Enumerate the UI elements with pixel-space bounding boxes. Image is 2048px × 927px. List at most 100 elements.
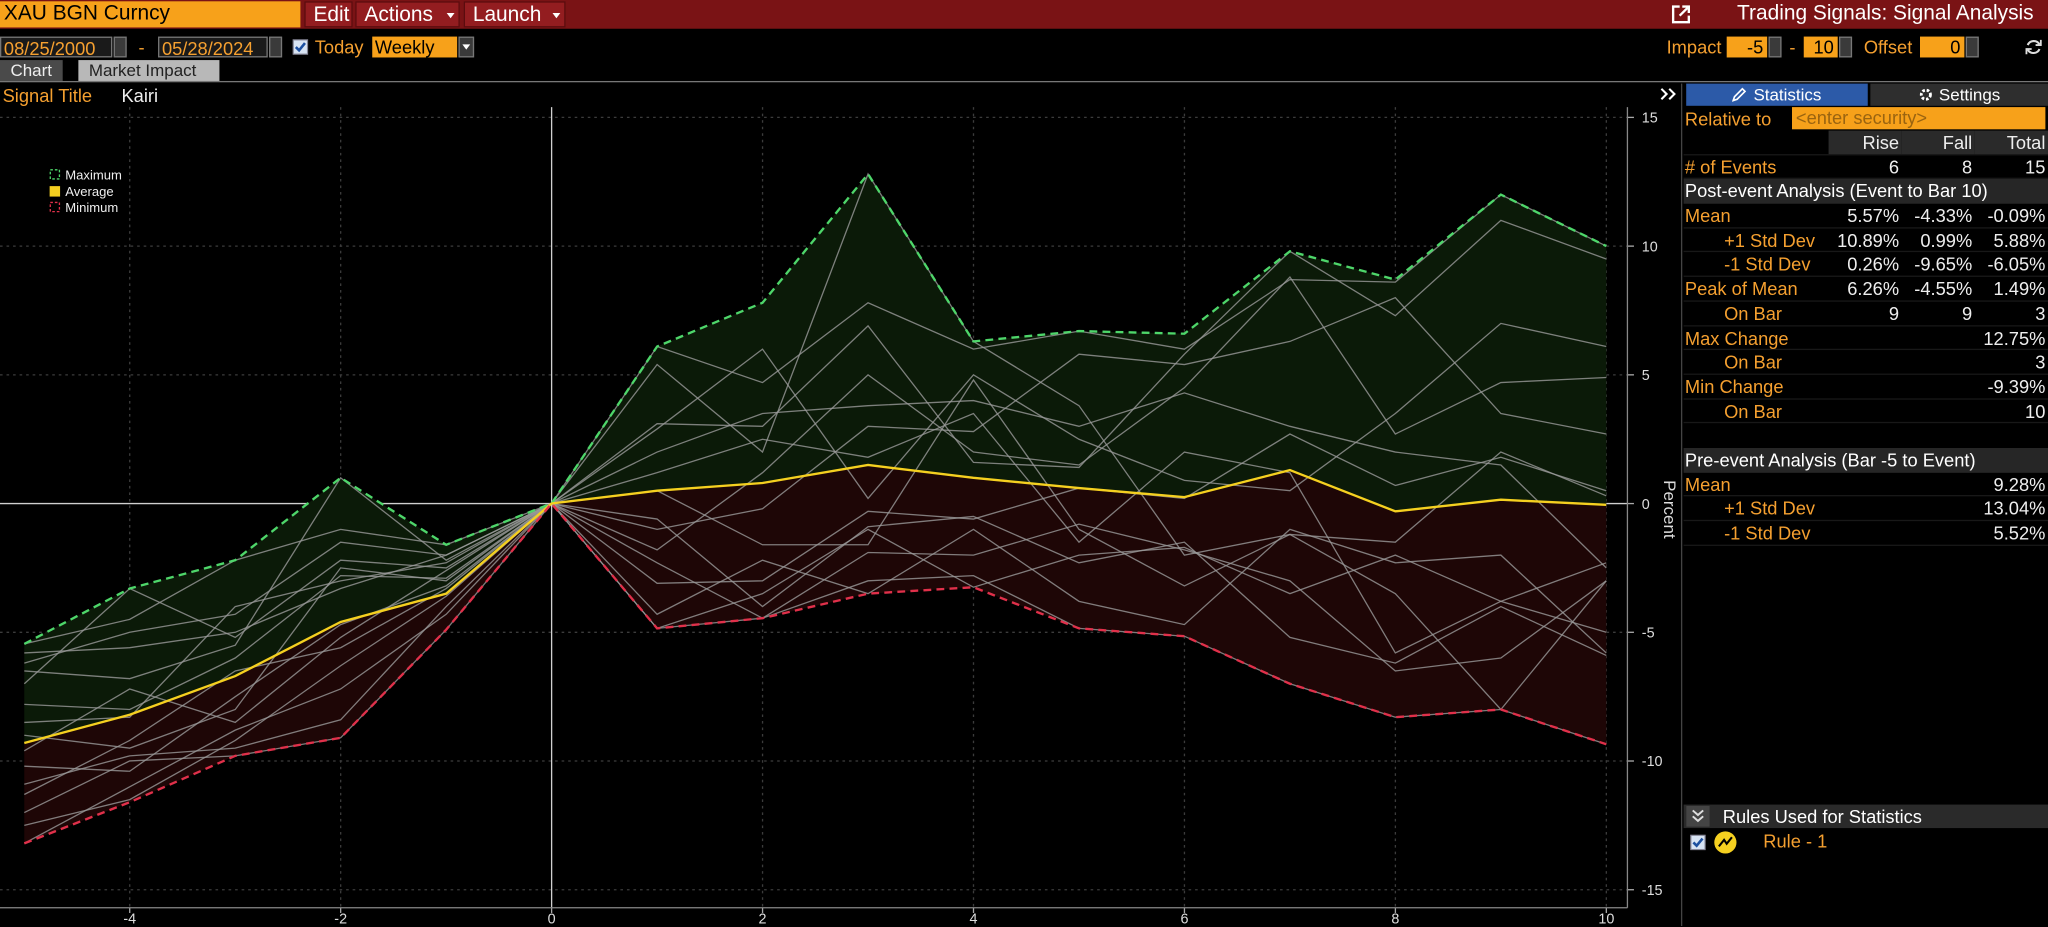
stat-value xyxy=(1902,375,1975,398)
stat-value: 15 xyxy=(2025,156,2046,178)
stat-value xyxy=(1829,399,1902,422)
tab-divider xyxy=(0,80,2048,83)
menu-label: Launch xyxy=(472,3,542,27)
menu-button[interactable]: Actions xyxy=(355,1,460,28)
stat-label: On Bar xyxy=(1724,302,1783,324)
series-line xyxy=(23,501,1607,845)
event-line xyxy=(23,433,1607,752)
stat-value: 13.04% xyxy=(1983,498,2046,519)
stat-row: On Bar 3 xyxy=(1683,350,2048,375)
stat-value: 3 xyxy=(2035,351,2046,373)
collapse-icon[interactable] xyxy=(1686,805,1710,827)
stat-value: 8 xyxy=(1962,156,1973,178)
period-select[interactable]: Weekly xyxy=(372,36,458,58)
stat-row: On Bar 9 9 3 xyxy=(1683,301,2048,326)
legend-swatch xyxy=(49,186,61,197)
menu-label: Actions xyxy=(364,3,433,27)
statistics-tab[interactable]: Statistics xyxy=(1686,83,1868,106)
stat-value xyxy=(1829,472,1902,495)
collapse-chevron[interactable] xyxy=(1660,88,1676,101)
impact-to[interactable]: 10 xyxy=(1803,36,1838,58)
stat-value: 0.26% xyxy=(1847,253,1900,275)
stat-label: Min Change xyxy=(1684,375,1784,397)
stat-label: # of Events xyxy=(1684,156,1777,178)
stat-label: Max Change xyxy=(1684,327,1789,349)
stat-row: +1 Std Dev 13.04% xyxy=(1683,497,2048,522)
x-tick-label: -4 xyxy=(123,911,136,926)
stat-value: -9.65% xyxy=(1914,253,1973,275)
stat-label: Peak of Mean xyxy=(1684,278,1798,300)
stat-value: 6 xyxy=(1888,156,1900,178)
today-label: Today xyxy=(314,36,364,58)
menu-button[interactable]: Launch xyxy=(463,1,566,28)
chart: -15 -10 -5 0 5 10 15 -4 -2 0 2 4 6 8 10 Percent MaximumA… xyxy=(0,88,1679,926)
stat-value xyxy=(1829,521,1902,544)
legend-swatch xyxy=(49,169,61,180)
offset-field[interactable]: 0 xyxy=(1919,36,1965,58)
rules-title: Rules Used for Statistics xyxy=(1722,805,1922,827)
x-tick-label: 0 xyxy=(548,911,556,926)
stat-value: 10.89% xyxy=(1837,229,1900,251)
event-line xyxy=(24,502,1607,645)
end-date[interactable]: 05/28/2024 xyxy=(158,36,268,59)
spacer xyxy=(1684,424,2048,448)
event-line xyxy=(23,193,1607,685)
popout-icon[interactable] xyxy=(1671,4,1692,25)
settings-tab[interactable]: Settings xyxy=(1870,83,2048,106)
impact-label: Impact xyxy=(1666,36,1722,58)
band-fill xyxy=(24,174,1607,743)
stat-value xyxy=(1902,521,1975,544)
rule-checkbox[interactable] xyxy=(1690,834,1706,851)
x-tick-label: 2 xyxy=(759,911,767,926)
stat-label: -1 Std Dev xyxy=(1724,253,1811,275)
event-line xyxy=(24,412,1607,772)
security-field[interactable]: XAU BGN Curncy xyxy=(0,1,301,28)
spinner[interactable] xyxy=(1839,36,1853,58)
start-date[interactable]: 08/25/2000 xyxy=(0,36,113,59)
refresh-icon[interactable] xyxy=(2024,38,2042,56)
tab[interactable]: Chart xyxy=(0,60,63,81)
stat-label: Mean xyxy=(1684,205,1731,227)
rule-label: Rule - 1 xyxy=(1763,830,1828,852)
stat-value: -9.39% xyxy=(1987,375,2046,397)
stat-value xyxy=(1829,375,1902,398)
dropdown-arrow xyxy=(446,13,455,19)
y-tick-label: 10 xyxy=(1642,239,1658,255)
stat-value: 9 xyxy=(1962,302,1973,324)
calendar-button[interactable] xyxy=(113,36,127,58)
x-tick-label: 8 xyxy=(1391,911,1399,926)
x-tick-label: 6 xyxy=(1180,911,1188,926)
stat-row: Peak of Mean 6.26% -4.55% 1.49% xyxy=(1683,277,2048,302)
event-line xyxy=(23,502,1607,844)
calendar-button[interactable] xyxy=(269,36,283,58)
tab[interactable]: Market Impact xyxy=(78,60,220,81)
stat-value: 6.26% xyxy=(1847,278,1900,300)
stat-value xyxy=(1902,497,1975,520)
section-title: Post-event Analysis (Event to Bar 10) xyxy=(1683,179,2048,204)
stat-row: # of Events 6 8 15 xyxy=(1683,155,2048,180)
event-line xyxy=(23,378,1607,796)
rules-header: Rules Used for Statistics xyxy=(1683,804,2048,829)
tab-label: Statistics xyxy=(1753,84,1822,105)
stat-value xyxy=(1902,399,1975,422)
section-title: Pre-event Analysis (Bar -5 to Event) xyxy=(1683,447,2048,473)
relative-input[interactable]: <enter security> xyxy=(1791,107,2046,130)
event-line xyxy=(24,502,1607,785)
spinner[interactable] xyxy=(1965,36,1979,58)
edit-icon xyxy=(1732,87,1747,102)
column-header: Rise xyxy=(1828,130,1902,154)
rule-icon xyxy=(1714,831,1737,854)
stat-value: 5.57% xyxy=(1847,205,1900,227)
legend-label: Maximum xyxy=(65,168,122,183)
stat-value xyxy=(1829,326,1902,349)
stat-value xyxy=(1829,497,1902,520)
menu-button[interactable]: Edit xyxy=(304,1,353,28)
today-checkbox[interactable] xyxy=(292,39,309,55)
dropdown-button[interactable] xyxy=(458,36,475,58)
spinner[interactable] xyxy=(1768,36,1782,58)
panel-divider xyxy=(1680,83,1683,927)
impact-from[interactable]: -5 xyxy=(1726,36,1768,58)
stat-row: On Bar 10 xyxy=(1683,399,2048,424)
stat-label: -1 Std Dev xyxy=(1724,522,1811,544)
x-tick-label: -2 xyxy=(334,911,347,926)
